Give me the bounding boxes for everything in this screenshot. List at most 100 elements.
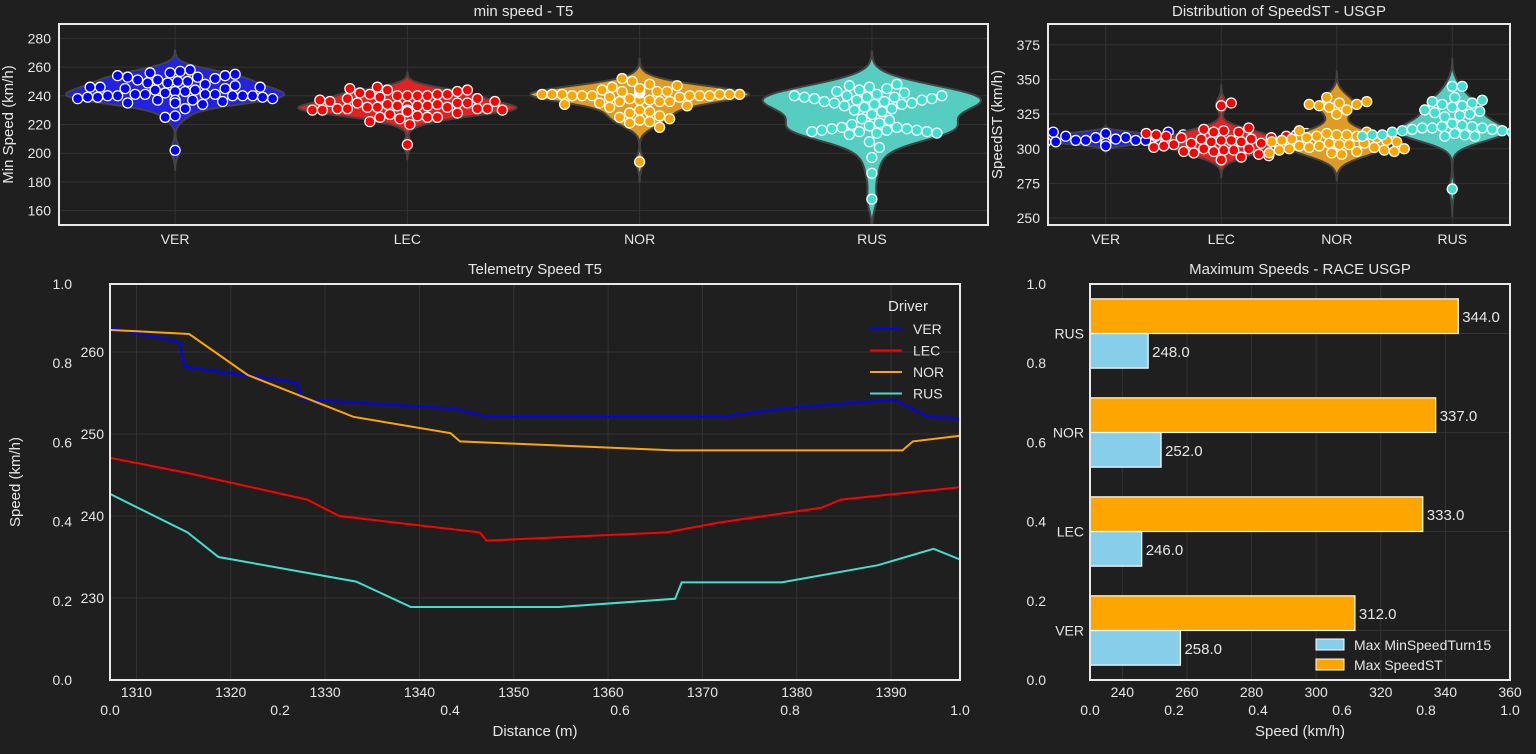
x-tick-label: 1330	[310, 684, 341, 700]
swarm-point-LEC	[1148, 141, 1160, 154]
swarm-point-NOR	[613, 111, 626, 123]
swarm-point-RUS	[1476, 122, 1488, 134]
swarm-point-NOR	[643, 78, 656, 90]
x-tick-label: 1360	[593, 684, 624, 700]
x-tick-label: 360	[1498, 684, 1522, 700]
swarm-point-LEC	[1188, 147, 1200, 159]
swarm-point-NOR	[576, 90, 588, 102]
legend-label: NOR	[913, 364, 944, 380]
swarm-point-RUS	[871, 88, 883, 100]
swarm-point-LEC	[471, 103, 484, 115]
swarm-point-RUS	[1466, 120, 1478, 133]
telemetry-chart: 1310 1320 1330 1340 1350 1360 1370 1380 1390 230 2…	[7, 261, 970, 740]
x-tick-label: 240	[1111, 684, 1135, 700]
swarm-point-LEC	[1233, 126, 1245, 138]
swarm-point-NOR	[653, 121, 666, 134]
swarm-point-RUS	[866, 151, 878, 164]
swarm-point-NOR	[623, 107, 636, 119]
swarm-point-RUS	[1476, 94, 1488, 106]
swarm-point-RUS	[1527, 130, 1536, 140]
swarm-point-RUS	[1469, 130, 1481, 142]
plot-area	[1006, 58, 1536, 217]
y-tick-label: 200	[28, 145, 52, 161]
twin-x-tick-label: 0.4	[440, 702, 460, 718]
swarm-point-NOR	[616, 85, 628, 98]
swarm-point-RUS	[856, 113, 868, 125]
swarm-point-RUS	[851, 94, 863, 106]
swarm-point-LEC	[1253, 148, 1265, 160]
swarm-point-VER	[254, 81, 266, 93]
swarm-point-LEC	[411, 110, 424, 122]
swarm-point-VER	[1048, 136, 1052, 148]
swarm-point-NOR	[603, 101, 616, 113]
swarm-point-LEC	[381, 84, 394, 96]
x-tick-label: 1380	[781, 684, 812, 700]
swarm-point-RUS	[1496, 125, 1508, 137]
swarm-point-VER	[174, 65, 186, 78]
x-axis-label: Speed (km/h)	[1255, 723, 1345, 740]
swarm-point-LEC	[1235, 151, 1247, 163]
bar-NOR-minspeed	[1089, 431, 1162, 468]
y-axis-label: Speed (km/h)	[7, 437, 24, 527]
x-tick-label: 1350	[498, 684, 529, 700]
swarm-point-NOR	[633, 114, 646, 126]
swarm-point-RUS	[1446, 183, 1458, 195]
swarm-point-NOR	[1351, 145, 1363, 158]
swarm-point-RUS	[806, 126, 818, 138]
swarm-point-VER	[111, 90, 124, 102]
y-tick-label: 220	[28, 117, 52, 133]
swarm-point-RUS	[866, 167, 878, 179]
swarm-point-NOR	[653, 110, 666, 122]
swarm-point-LEC	[421, 111, 434, 123]
swarm-point-NOR	[536, 88, 548, 100]
swarm-point-LEC	[314, 94, 326, 106]
bar-LEC-speedst	[1089, 496, 1424, 533]
swarm-point-LEC	[431, 88, 444, 100]
bar-value-label: 333.0	[1427, 507, 1465, 524]
bar-value-label: 252.0	[1165, 443, 1203, 460]
swarm-point-NOR	[1331, 108, 1343, 120]
line-VER	[109, 326, 961, 420]
swarm-point-VER	[191, 71, 204, 83]
swarm-point-LEC	[384, 108, 396, 121]
swarm-point-RUS	[1474, 105, 1486, 117]
swarm-point-RUS	[816, 124, 828, 136]
swarm-point-LEC	[1195, 133, 1207, 145]
swarm-point-VER	[91, 91, 104, 103]
swarm-point-LEC	[1198, 143, 1210, 155]
twin-x-tick-label: 1.0	[950, 702, 970, 718]
swarm-point-NOR	[1293, 125, 1305, 137]
swarm-point-VER	[179, 85, 191, 98]
axes-frame	[58, 23, 989, 226]
swarm-point-NOR	[596, 84, 608, 96]
twin-x-tick-label: 0.4	[1248, 702, 1268, 718]
swarm-point-RUS	[838, 100, 851, 112]
bar-VER-speedst	[1089, 595, 1356, 632]
swarm-point-NOR	[1311, 130, 1323, 142]
x-tick-label: 340	[1434, 684, 1458, 700]
swarm-point-NOR	[1321, 91, 1333, 104]
violin-chart-1: 250 275 300 325 350 375 VER LEC NOR RUS Distributi…	[989, 3, 1536, 247]
swarm-point-RUS	[871, 127, 883, 139]
swarm-point-LEC	[1178, 145, 1190, 158]
swarm-point-LEC	[1218, 144, 1230, 156]
bar-value-label: 246.0	[1146, 542, 1184, 559]
x-tick-label: LEC	[394, 231, 421, 247]
swarm-point-LEC	[1215, 134, 1227, 147]
swarm-point-RUS	[1419, 104, 1431, 116]
swarm-point-VER	[179, 103, 191, 115]
swarm-point-RUS	[936, 90, 948, 102]
swarm-point-VER	[1006, 138, 1016, 148]
swarm-point-LEC	[391, 90, 404, 102]
swarm-point-RUS	[1396, 125, 1408, 137]
swarm-point-VER	[129, 88, 141, 100]
swarm-point-VER	[1100, 140, 1112, 152]
swarm-point-RUS	[843, 128, 856, 141]
swarm-point-LEC	[411, 90, 424, 102]
swarm-point-LEC	[404, 118, 416, 131]
twin-y-tick-label: 0.8	[53, 355, 73, 371]
swarm-point-NOR	[1276, 134, 1288, 147]
swarm-point-VER	[184, 64, 196, 76]
x-tick-label: 1320	[215, 684, 246, 700]
swarm-point-RUS	[1456, 80, 1468, 93]
